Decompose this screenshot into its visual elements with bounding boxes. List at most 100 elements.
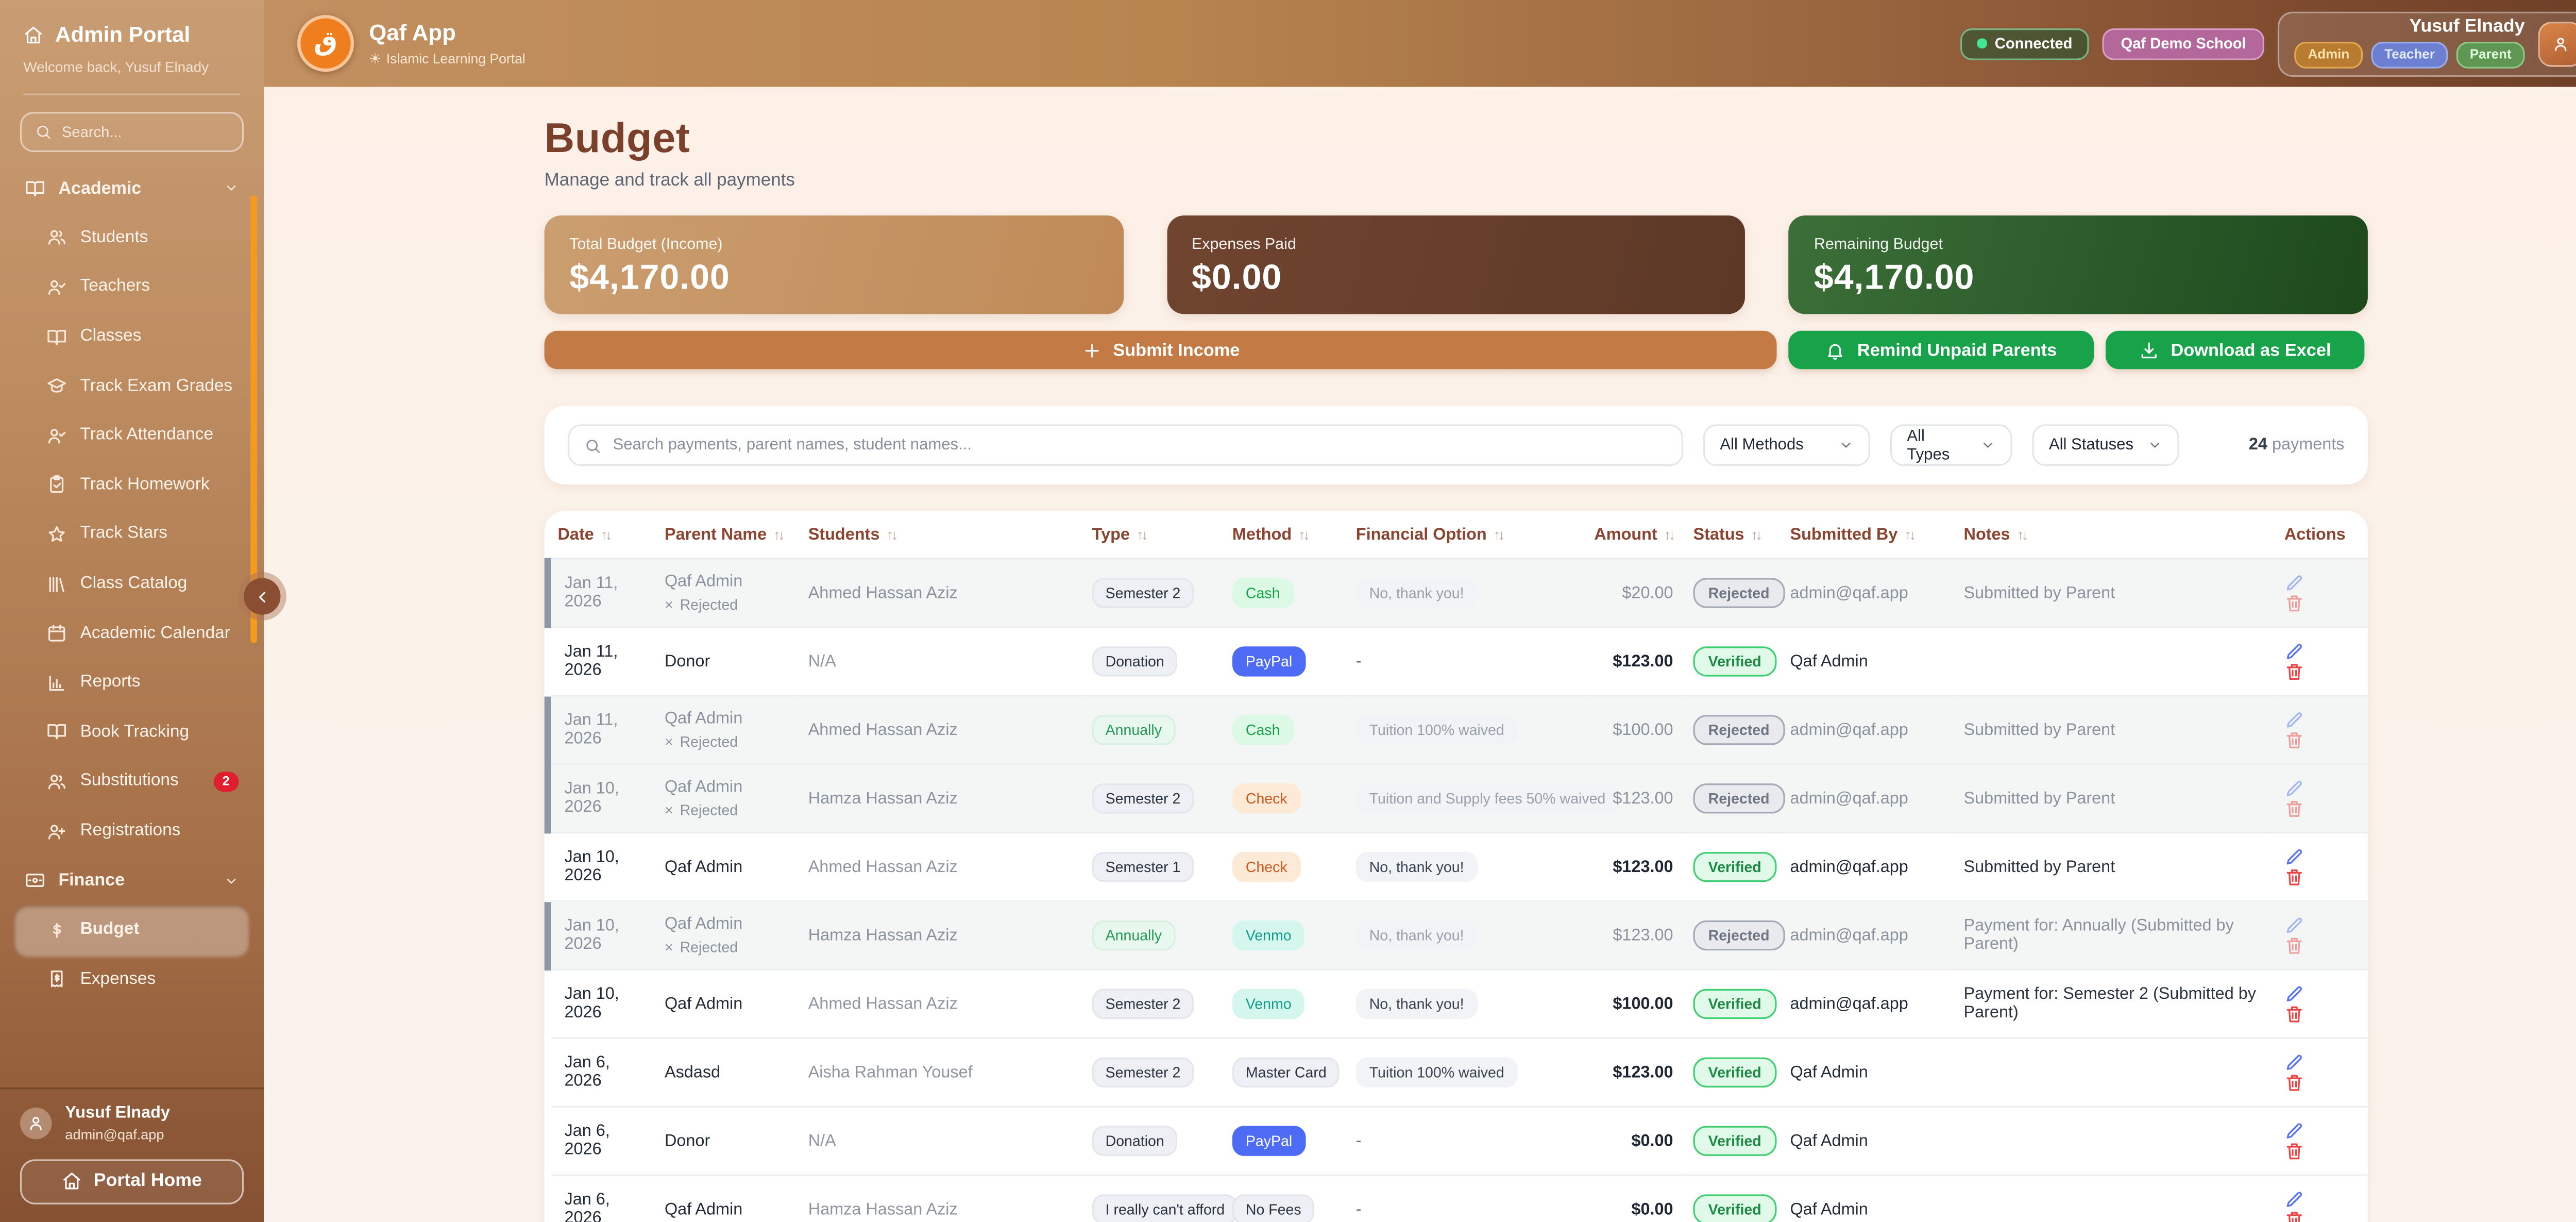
sidebar-item[interactable]: Students (15, 213, 249, 263)
edit-button[interactable] (2284, 1052, 2304, 1073)
edit-button[interactable] (2284, 573, 2304, 593)
delete-button[interactable] (2284, 935, 2304, 956)
role-chip[interactable]: Parent (2456, 42, 2525, 69)
sidebar-item[interactable]: Track Attendance (15, 411, 249, 460)
sidebar-item[interactable]: Academic Calendar (15, 609, 249, 658)
sidebar-item[interactable]: Budget (15, 905, 249, 955)
header-user-card[interactable]: Yusuf Elnady Admin Teacher Parent (2278, 11, 2576, 76)
method-pill: Check (1232, 782, 1301, 814)
financial-option-pill: No, thank you! (1355, 851, 1478, 883)
cell-amount: $123.00 (1583, 832, 1684, 902)
delete-button[interactable] (2284, 1210, 2304, 1222)
delete-button[interactable] (2284, 1073, 2304, 1093)
download-excel-button[interactable]: Download as Excel (2106, 330, 2365, 370)
edit-button[interactable] (2284, 984, 2304, 1004)
cell-amount: $123.00 (1583, 627, 1684, 697)
nav-group-academic[interactable]: Academic (15, 164, 249, 213)
financial-option-pill: Tuition 100% waived (1355, 714, 1518, 746)
sort-icon[interactable]: ↑↓ (1298, 526, 1310, 543)
column-header[interactable]: Submitted By ↑↓ (1780, 511, 1954, 560)
avatar-button[interactable] (2538, 21, 2576, 66)
sidebar-item[interactable]: Track Homework (15, 460, 249, 510)
sidebar-item[interactable]: Substitutions 2 (15, 757, 249, 807)
remind-unpaid-parents-button[interactable]: Remind Unpaid Parents (1788, 330, 2094, 370)
payments-search-input[interactable]: Search payments, parent names, student n… (567, 424, 1684, 466)
cell-date: Jan 6, 2026 (548, 1107, 655, 1176)
role-chip[interactable]: Teacher (2371, 42, 2448, 69)
type-pill: Semester 2 (1092, 577, 1194, 609)
cell-method: PayPal (1222, 1107, 1346, 1176)
sort-icon[interactable]: ↑↓ (773, 526, 785, 543)
cell-status: Rejected (1683, 559, 1785, 628)
edit-button[interactable] (2284, 778, 2304, 798)
column-header[interactable]: Actions↑↓ (2274, 511, 2368, 560)
sidebar-item[interactable]: Expenses (15, 955, 249, 1004)
sidebar-item[interactable]: Book Tracking (15, 708, 249, 757)
sort-icon[interactable]: ↑↓ (886, 526, 897, 543)
sidebar-collapse-button[interactable] (244, 578, 281, 615)
column-header[interactable]: Financial Option ↑↓ (1346, 511, 1583, 560)
statuses-filter-select[interactable]: All Statuses (2032, 424, 2179, 466)
edit-button[interactable] (2284, 1121, 2304, 1141)
delete-button[interactable] (2284, 730, 2304, 750)
sidebar-item[interactable]: Class Catalog (15, 559, 249, 609)
sun-icon: ☀ (369, 52, 382, 67)
sidebar-item[interactable]: Classes (15, 312, 249, 361)
cell-date: Jan 11, 2026 (544, 559, 655, 628)
delete-button[interactable] (2284, 867, 2304, 887)
submit-income-button[interactable]: Submit Income (544, 330, 1777, 370)
cell-notes (1954, 1107, 2275, 1176)
role-chip[interactable]: Admin (2294, 42, 2363, 69)
sidebar-item[interactable]: Reports (15, 658, 249, 708)
delete-button[interactable] (2284, 1004, 2304, 1024)
column-header[interactable]: Method ↑↓ (1222, 511, 1346, 560)
stat-card: Expenses Paid $0.00 (1166, 215, 1746, 314)
sidebar-item-label: Book Tracking (80, 723, 190, 742)
sort-icon[interactable]: ↑↓ (2016, 526, 2028, 543)
column-header[interactable]: Status ↑↓ (1683, 511, 1781, 560)
edit-button[interactable] (2284, 642, 2304, 662)
sort-icon[interactable]: ↑↓ (600, 526, 612, 543)
column-header[interactable]: Notes ↑↓ (1954, 511, 2275, 560)
delete-button[interactable] (2284, 798, 2304, 818)
cell-method: Cash (1222, 559, 1346, 628)
column-header[interactable]: Parent Name ↑↓ (654, 511, 799, 560)
sort-icon[interactable]: ↑↓ (1904, 526, 1916, 543)
column-header[interactable]: Type ↑↓ (1082, 511, 1223, 560)
nav-item-icon (47, 426, 67, 446)
cell-amount: $123.00 (1583, 1038, 1684, 1108)
school-badge[interactable]: Qaf Demo School (2102, 27, 2265, 60)
column-header[interactable]: Students ↑↓ (798, 511, 1082, 560)
cell-status: Rejected (1683, 695, 1785, 765)
nav-item-icon (47, 376, 67, 396)
column-header[interactable]: Amount ↑↓ (1583, 511, 1684, 560)
sidebar-item[interactable]: Registrations (15, 807, 249, 856)
nav-group-finance[interactable]: Finance (15, 856, 249, 905)
cell-notes: Payment for: Annually (Submitted by Pare… (1954, 901, 2275, 971)
sidebar-search-input[interactable]: Search... (20, 112, 244, 152)
cell-type: Annually (1082, 695, 1223, 765)
sidebar-item[interactable]: Track Exam Grades (15, 361, 249, 411)
sidebar-item[interactable]: Teachers (15, 262, 249, 312)
delete-button[interactable] (2284, 593, 2304, 613)
portal-home-button[interactable]: Portal Home (20, 1158, 244, 1204)
sort-icon[interactable]: ↑↓ (1136, 526, 1148, 543)
sort-icon[interactable]: ↑↓ (1664, 526, 1675, 543)
edit-button[interactable] (2284, 1190, 2304, 1210)
edit-button[interactable] (2284, 847, 2304, 867)
edit-button[interactable] (2284, 915, 2304, 935)
rejected-flag: × Rejected (664, 596, 738, 613)
column-header[interactable]: Date ↑↓ (548, 511, 655, 560)
sort-icon[interactable]: ↑↓ (1751, 526, 1762, 543)
methods-filter-select[interactable]: All Methods (1703, 424, 1871, 466)
delete-button[interactable] (2284, 661, 2304, 681)
sidebar-scrollbar[interactable] (250, 195, 257, 643)
delete-button[interactable] (2284, 1141, 2304, 1161)
plus-icon (1081, 340, 1101, 360)
sidebar-item[interactable]: Track Stars (15, 510, 249, 559)
download-icon (2139, 340, 2159, 360)
edit-button[interactable] (2284, 710, 2304, 730)
cell-financial-option: No, thank you! No, thank you! (1346, 559, 1583, 628)
types-filter-select[interactable]: All Types (1890, 424, 2012, 466)
sort-icon[interactable]: ↑↓ (1493, 526, 1505, 543)
